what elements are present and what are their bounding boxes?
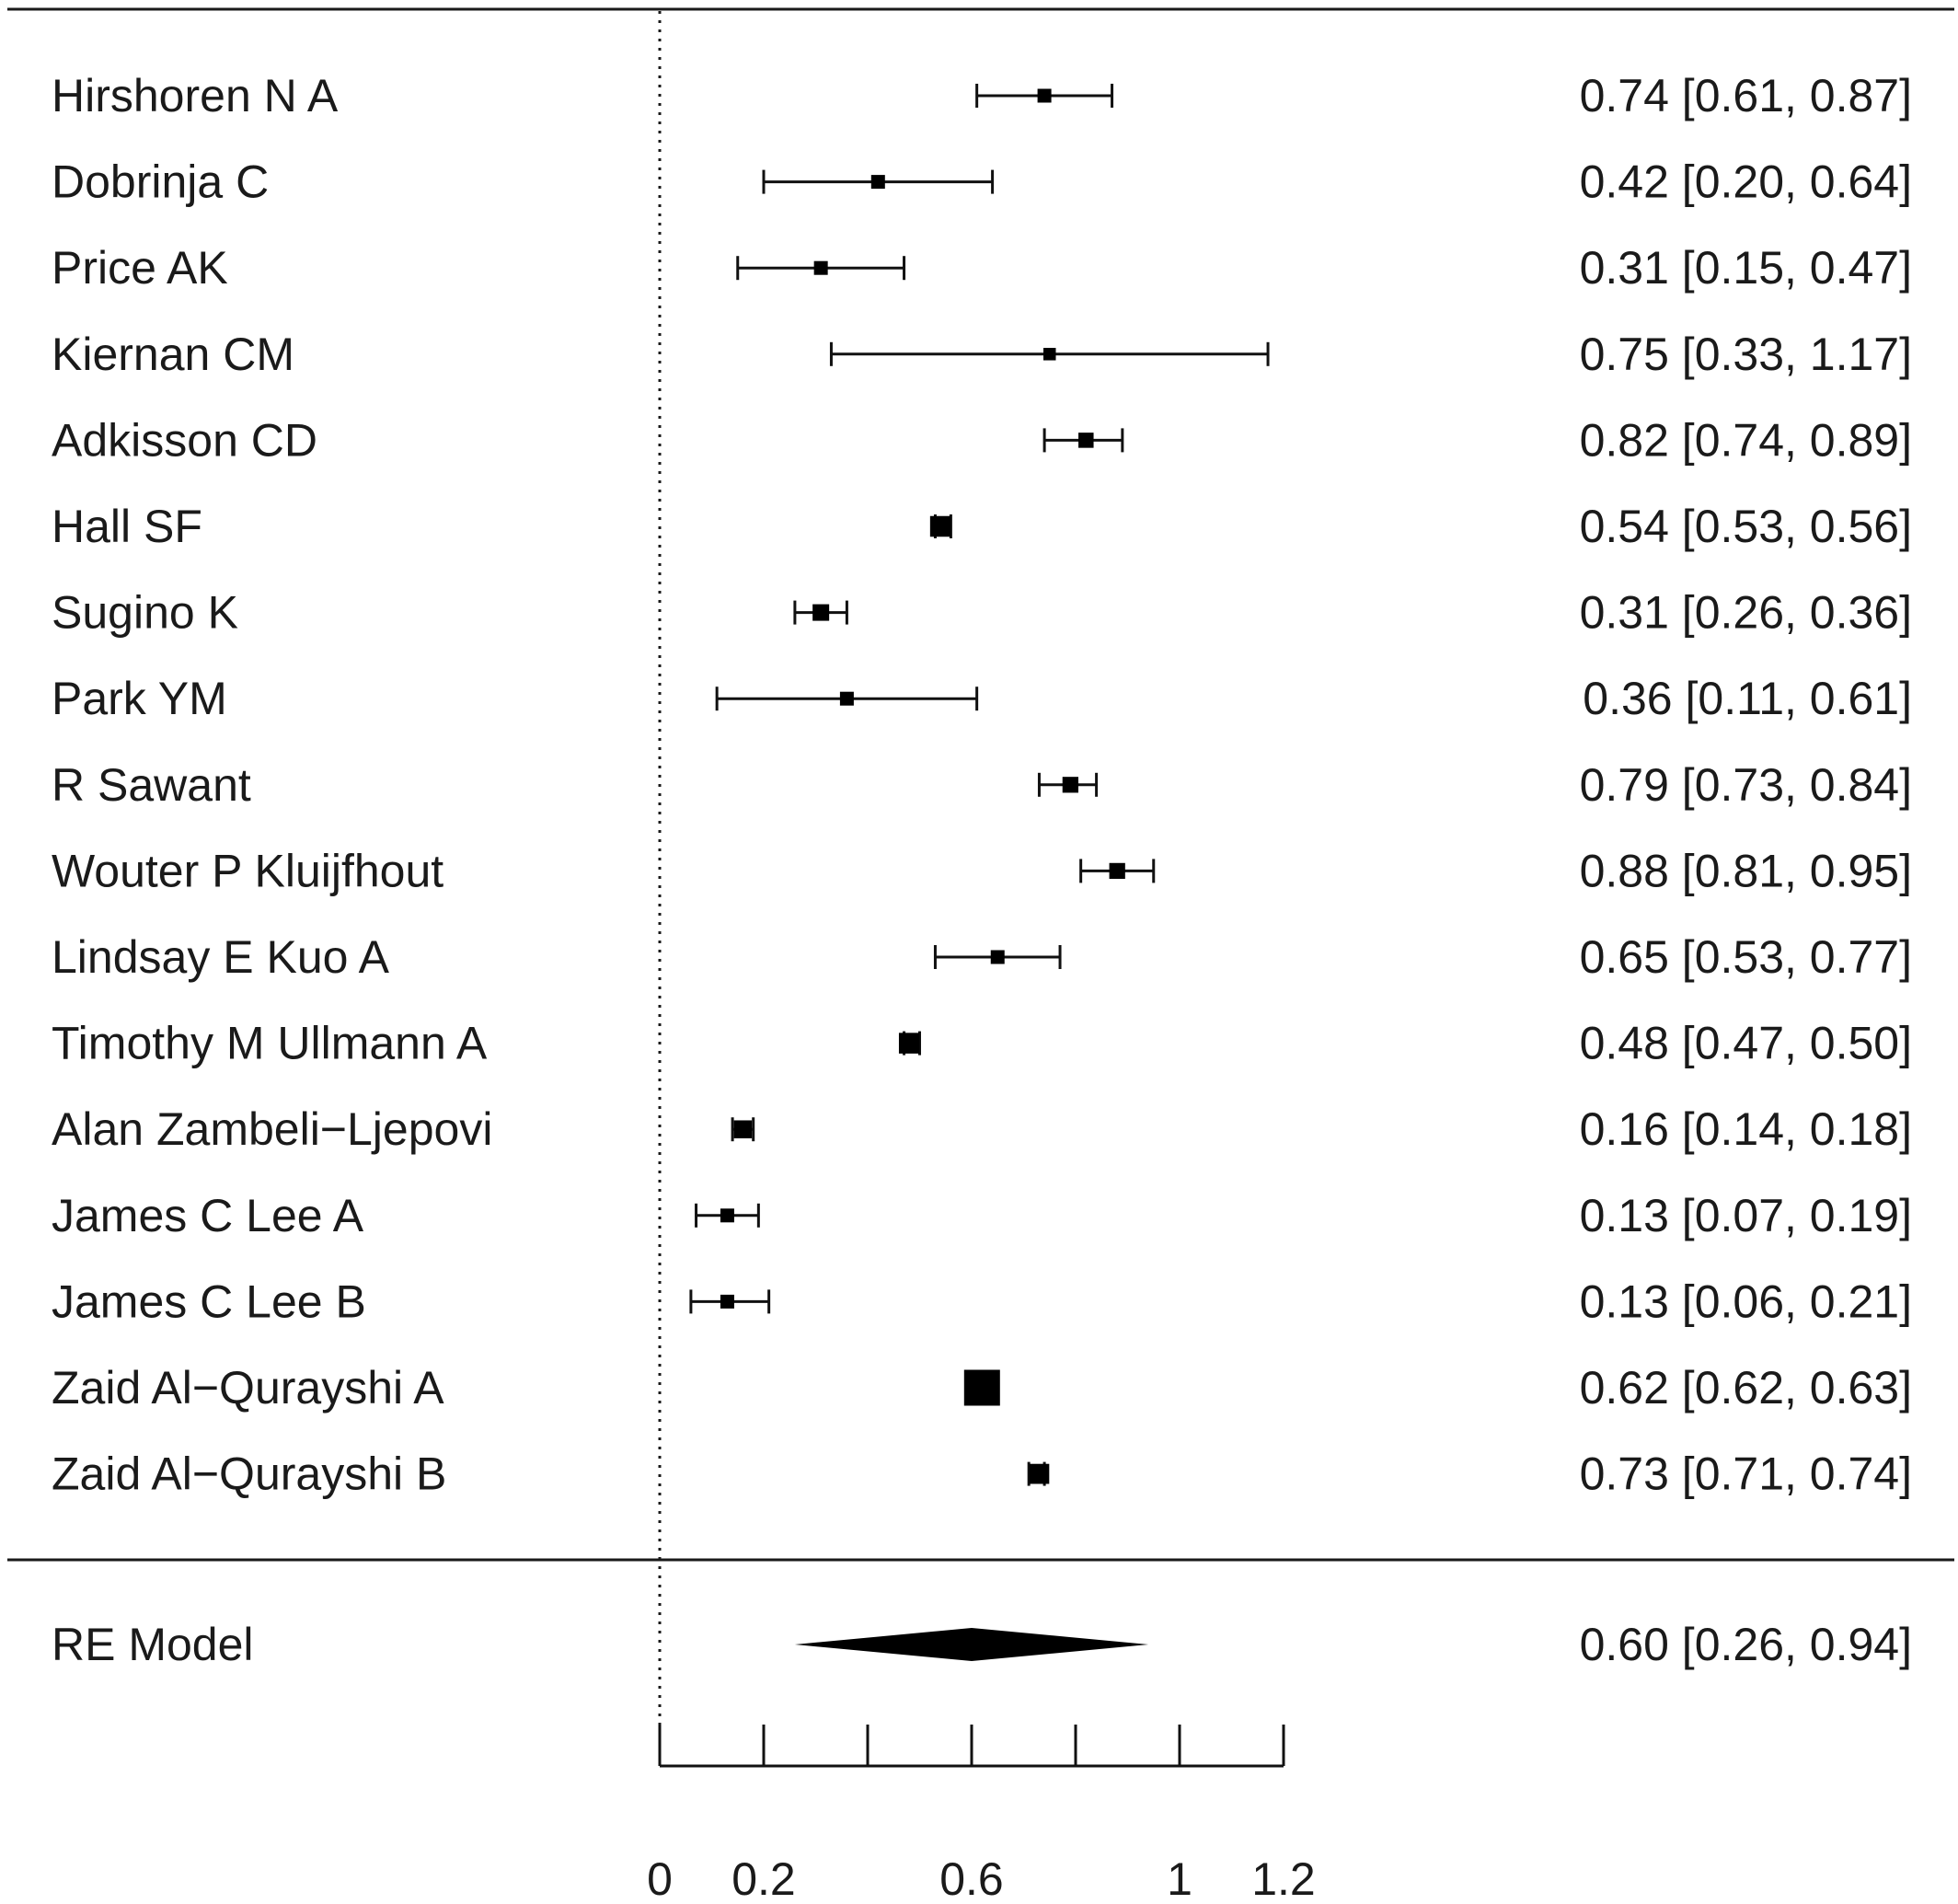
study-label: Wouter P Kluijfhout (52, 845, 443, 896)
summary-diamond (794, 1628, 1149, 1661)
study-label: Lindsay E Kuo A (52, 931, 390, 983)
x-tick-label: 0.2 (731, 1853, 796, 1904)
study-label: R Sawant (52, 759, 251, 811)
ci-value-text: 0.79 [0.73, 0.84] (1580, 759, 1912, 811)
ci-value-text: 0.62 [0.62, 0.63] (1580, 1362, 1912, 1414)
x-axis: 0 0.2 0.6 1 1.2 (647, 1725, 1316, 1904)
study-row: Dobrinja C 0.42 [0.20, 0.64] (52, 156, 1912, 208)
study-label: James C Lee B (52, 1275, 366, 1327)
study-label: Price AK (52, 242, 228, 294)
study-row: Park YM 0.36 [0.11, 0.61] (52, 673, 1912, 724)
point-estimate-marker (929, 515, 951, 537)
summary-label: RE Model (52, 1619, 254, 1670)
summary-row: RE Model 0.60 [0.26, 0.94] (52, 1619, 1912, 1670)
study-label: Park YM (52, 673, 227, 724)
point-estimate-marker (898, 1033, 920, 1054)
ci-value-text: 0.82 [0.74, 0.89] (1580, 414, 1912, 466)
study-row: R Sawant 0.79 [0.73, 0.84] (52, 759, 1912, 811)
study-row: Hirshoren N A 0.74 [0.61, 0.87] (52, 70, 1912, 121)
point-estimate-marker (1043, 348, 1056, 361)
point-estimate-marker (813, 260, 828, 275)
point-estimate-marker (963, 1369, 1000, 1406)
ci-value-text: 0.36 [0.11, 0.61] (1583, 673, 1912, 724)
point-estimate-marker (990, 950, 1005, 964)
study-row: Hall SF 0.54 [0.53, 0.56] (52, 501, 1912, 552)
point-estimate-marker (720, 1208, 734, 1223)
point-estimate-marker (1062, 777, 1078, 793)
ci-value-text: 0.75 [0.33, 1.17] (1580, 329, 1912, 380)
point-estimate-marker (1078, 433, 1094, 448)
study-label: Timothy M Ullmann A (52, 1018, 488, 1069)
study-row: Wouter P Kluijfhout 0.88 [0.81, 0.95] (52, 845, 1912, 896)
study-row: Alan Zambeli−Ljepovi 0.16 [0.14, 0.18] (52, 1103, 1912, 1155)
study-row: Zaid Al−Qurayshi A 0.62 [0.62, 0.63] (52, 1362, 1912, 1414)
study-row: Zaid Al−Qurayshi B 0.73 [0.71, 0.74] (52, 1448, 1912, 1500)
study-row: James C Lee A 0.13 [0.07, 0.19] (52, 1190, 1912, 1241)
study-label: James C Lee A (52, 1190, 364, 1241)
x-tick-label: 0.6 (939, 1853, 1004, 1904)
study-row: Price AK 0.31 [0.15, 0.47] (52, 242, 1912, 294)
point-estimate-marker (720, 1294, 734, 1309)
ci-value-text: 0.31 [0.26, 0.36] (1580, 587, 1912, 639)
point-estimate-marker (839, 691, 854, 706)
study-row: Sugino K 0.31 [0.26, 0.36] (52, 587, 1912, 639)
study-label: Alan Zambeli−Ljepovi (52, 1103, 492, 1155)
study-label: Hall SF (52, 501, 202, 552)
point-estimate-marker (1029, 1463, 1050, 1484)
study-row: Lindsay E Kuo A 0.65 [0.53, 0.77] (52, 931, 1912, 983)
study-label: Dobrinja C (52, 156, 269, 208)
point-estimate-marker (1037, 88, 1052, 103)
ci-value-text: 0.13 [0.07, 0.19] (1580, 1190, 1912, 1241)
point-estimate-marker (733, 1120, 753, 1138)
ci-value-text: 0.31 [0.15, 0.47] (1580, 242, 1912, 294)
ci-value-text: 0.54 [0.53, 0.56] (1580, 501, 1912, 552)
point-estimate-marker (1109, 862, 1125, 880)
study-label: Sugino K (52, 587, 238, 639)
study-row: Adkisson CD 0.82 [0.74, 0.89] (52, 414, 1912, 466)
study-row: Kiernan CM 0.75 [0.33, 1.17] (52, 329, 1912, 380)
study-label: Kiernan CM (52, 329, 294, 380)
point-estimate-marker (812, 604, 830, 621)
x-tick-label: 1 (1167, 1853, 1192, 1904)
ci-value-text: 0.13 [0.06, 0.21] (1580, 1275, 1912, 1327)
study-label: Zaid Al−Qurayshi B (52, 1448, 446, 1500)
study-row: James C Lee B 0.13 [0.06, 0.21] (52, 1275, 1912, 1327)
study-label: Zaid Al−Qurayshi A (52, 1362, 444, 1414)
ci-value-text: 0.74 [0.61, 0.87] (1580, 70, 1912, 121)
ci-value-text: 0.65 [0.53, 0.77] (1580, 931, 1912, 983)
summary-ci-text: 0.60 [0.26, 0.94] (1580, 1619, 1912, 1670)
x-tick-label: 1.2 (1251, 1853, 1316, 1904)
point-estimate-marker (870, 175, 885, 190)
study-label: Hirshoren N A (52, 70, 339, 121)
study-rows: Hirshoren N A 0.74 [0.61, 0.87] Dobrinja C… (52, 70, 1912, 1500)
x-tick-label: 0 (647, 1853, 673, 1904)
ci-value-text: 0.88 [0.81, 0.95] (1580, 845, 1912, 896)
ci-value-text: 0.16 [0.14, 0.18] (1580, 1103, 1912, 1155)
ci-value-text: 0.73 [0.71, 0.74] (1580, 1448, 1912, 1500)
study-row: Timothy M Ullmann A 0.48 [0.47, 0.50] (52, 1018, 1912, 1069)
study-label: Adkisson CD (52, 414, 317, 466)
ci-value-text: 0.42 [0.20, 0.64] (1580, 156, 1912, 208)
ci-value-text: 0.48 [0.47, 0.50] (1580, 1018, 1912, 1069)
